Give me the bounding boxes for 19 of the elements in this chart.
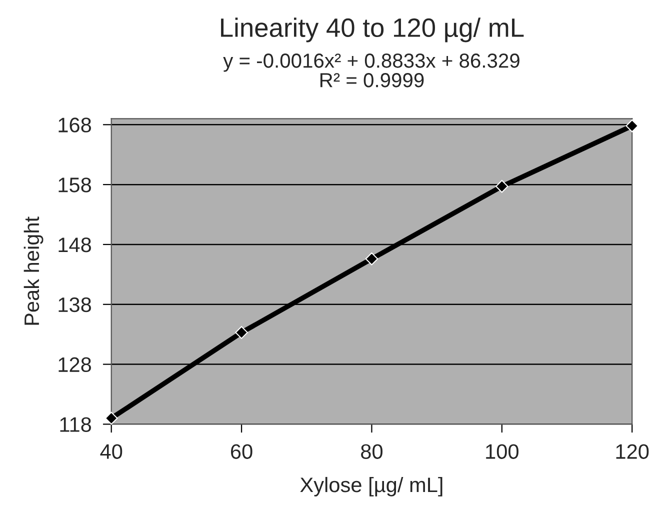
x-tick-label: 80 [361,444,382,459]
x-tick-label: 120 [616,444,649,459]
y-tick-label: 158 [58,178,92,192]
point [626,119,638,132]
point [365,252,378,266]
y-tick-label: 138 [58,297,92,312]
chart-title: Linearity 40 to 120 µg/ mL [221,18,524,42]
point [495,180,508,193]
y-tick-label: 168 [58,118,92,132]
x-tick-label: 100 [486,444,518,459]
x-tick-label: 60 [231,444,252,459]
x-tick-label: 40 [100,444,122,459]
point [235,326,248,339]
y-tick-label: 118 [60,417,92,432]
y-tick-label: 128 [58,357,92,372]
chart-subtitle: y = -0.0016x² + 0.8833x + 86.329 R² = 0.9999 [223,54,520,88]
y-tick-label: 148 [58,237,92,252]
y-axis-title: Peak height [24,216,44,325]
x-axis-title: Xylose [µg/ mL] [300,476,442,496]
